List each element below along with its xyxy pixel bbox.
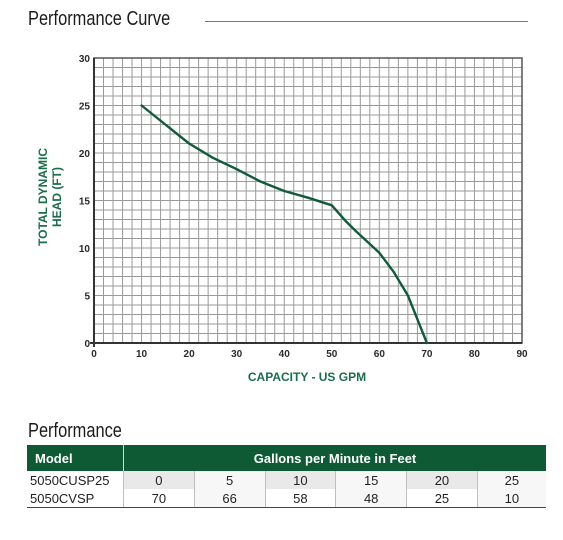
- x-tick-label: 80: [469, 349, 481, 360]
- y-axis-label: TOTAL DYNAMIC: [36, 148, 50, 246]
- x-tick-label: 10: [136, 349, 148, 360]
- y-tick-label: 10: [79, 244, 91, 255]
- y-tick-label: 20: [79, 149, 91, 160]
- chart-ticks: 0 10 20 30 40 50 60 70 80 90 0 5 10 15 20 25 30: [79, 54, 528, 360]
- x-tick-label: 60: [374, 349, 386, 360]
- model-cell: 5050CVSP: [27, 489, 124, 508]
- header-gpm: Gallons per Minute in Feet: [123, 445, 546, 471]
- gpm-cell: 10: [476, 489, 546, 508]
- y-axis-label-unit: HEAD (FT): [50, 167, 64, 227]
- y-tick-label: 5: [84, 292, 90, 303]
- model-cell: 5050CUSP25: [27, 471, 124, 489]
- x-tick-label: 20: [184, 349, 196, 360]
- performance-curve-line: [140, 104, 429, 345]
- chart-curve: [140, 104, 429, 345]
- table-title: Performance: [28, 420, 122, 442]
- feet-cell: 15: [335, 471, 407, 489]
- feet-cell: 20: [406, 471, 478, 489]
- gpm-cell: 66: [193, 489, 266, 508]
- header-model: Model: [27, 445, 124, 471]
- chart-title: Performance Curve: [28, 8, 171, 30]
- x-axis-label: CAPACITY - US GPM: [248, 370, 366, 384]
- table-row: 5050CVSP 70 66 58 48 25 10: [27, 489, 546, 508]
- feet-cell: 0: [123, 471, 195, 489]
- gpm-cell: 70: [123, 489, 195, 508]
- performance-curve-chart: 0 10 20 30 40 50 60 70 80 90 0 5 10 15 20 25 30 TOTAL DY…: [36, 54, 528, 384]
- feet-cell: 25: [476, 471, 546, 489]
- chart-grid: [90, 57, 523, 347]
- x-tick-label: 90: [516, 349, 528, 360]
- y-tick-label: 30: [79, 54, 91, 65]
- y-tick-label: 15: [79, 197, 91, 208]
- x-tick-label: 0: [91, 349, 97, 360]
- feet-cell: 10: [264, 471, 336, 489]
- gpm-cell: 48: [335, 489, 407, 508]
- x-tick-label: 70: [421, 349, 433, 360]
- x-tick-label: 40: [279, 349, 291, 360]
- gpm-cell: 58: [264, 489, 336, 508]
- table-header-row: Model Gallons per Minute in Feet: [27, 445, 546, 471]
- performance-table: Model Gallons per Minute in Feet 5050CUS…: [27, 445, 546, 508]
- table-row: 5050CUSP25 0 5 10 15 20 25: [27, 471, 546, 489]
- x-tick-label: 30: [231, 349, 243, 360]
- x-tick-label: 50: [326, 349, 338, 360]
- title-divider: [205, 21, 528, 22]
- feet-cell: 5: [193, 471, 266, 489]
- y-tick-label: 25: [79, 102, 91, 113]
- y-tick-label: 0: [84, 339, 90, 350]
- gpm-cell: 25: [406, 489, 478, 508]
